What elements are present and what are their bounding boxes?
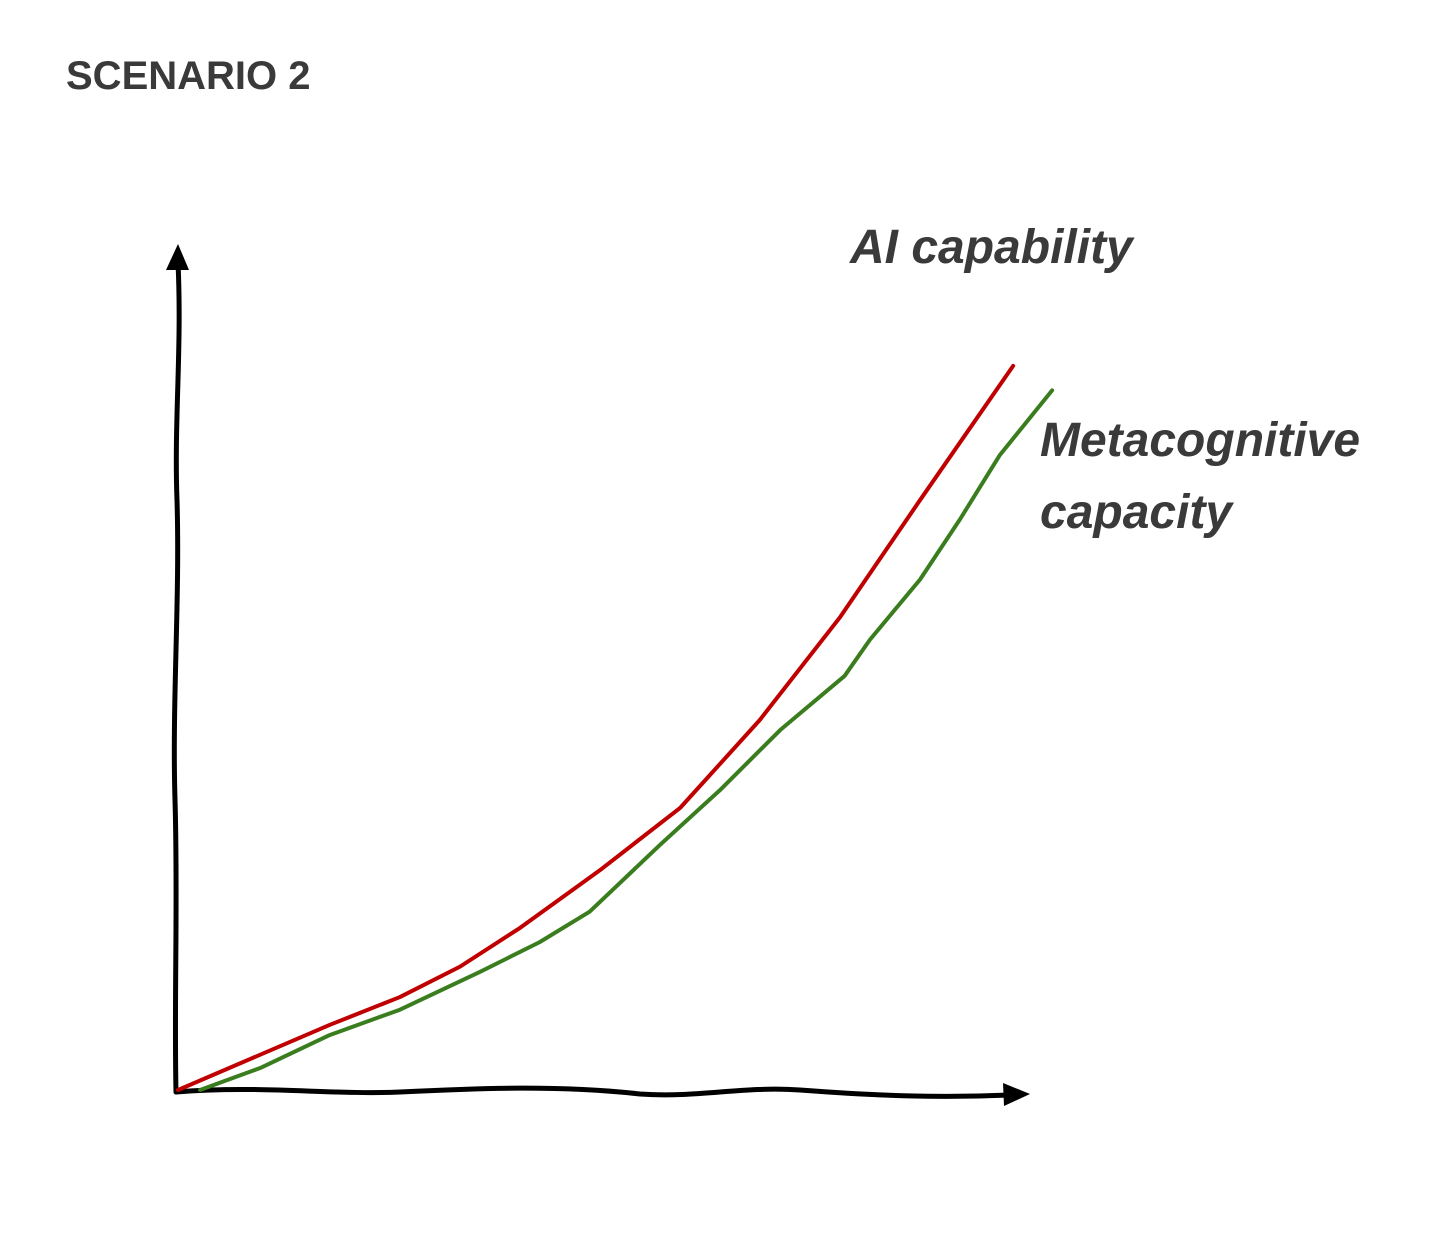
chart-title: SCENARIO 2	[66, 54, 311, 98]
series-label: AI capability	[850, 221, 1133, 274]
series-label: Metacognitive capacity	[1040, 414, 1361, 539]
y-axis	[171, 259, 182, 1095]
x-axis-arrow	[1003, 1083, 1030, 1106]
series-line	[176, 363, 1016, 1092]
x-axis	[173, 1085, 1013, 1099]
y-axis-arrow	[166, 244, 189, 270]
series-line	[198, 388, 1055, 1092]
